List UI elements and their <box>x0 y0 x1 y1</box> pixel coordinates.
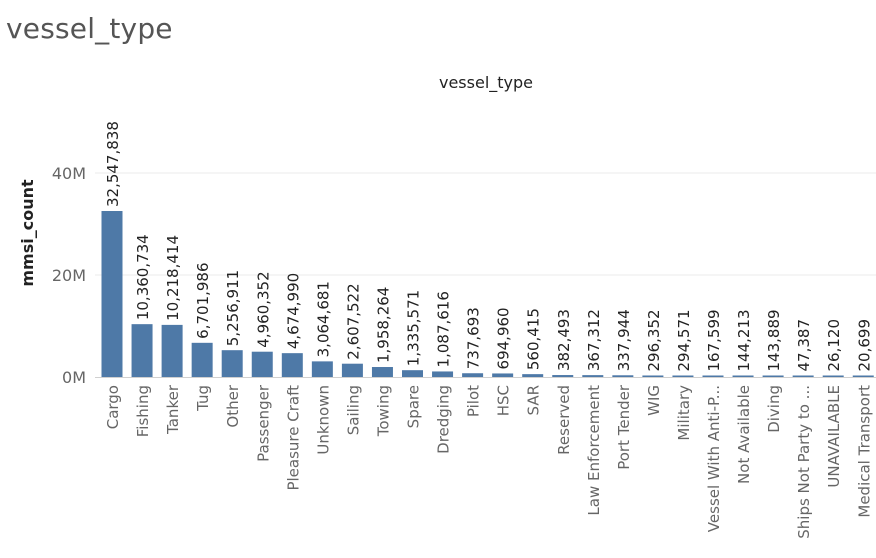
data-label: 1,335,571 <box>405 290 423 366</box>
bar <box>402 370 423 377</box>
category-label: Unknown <box>314 385 332 455</box>
category-label: SAR <box>525 385 543 415</box>
category-label: Port Tender <box>615 384 633 470</box>
bar <box>191 342 213 377</box>
bars <box>101 211 874 377</box>
data-label: 1,958,264 <box>374 287 392 363</box>
data-label: 367,312 <box>585 309 603 371</box>
data-label: 4,674,990 <box>284 273 302 349</box>
category-label: Cargo <box>104 385 122 429</box>
bar <box>702 375 724 377</box>
data-label: 560,415 <box>525 308 543 370</box>
data-label: 144,213 <box>735 309 753 371</box>
data-label: 4,960,352 <box>254 271 272 347</box>
data-label: 10,360,734 <box>134 234 152 320</box>
bar <box>792 375 814 377</box>
data-label: 296,352 <box>645 309 663 371</box>
bar <box>762 375 784 377</box>
category-label: Pilot <box>465 385 483 417</box>
y-tick-label: 20M <box>52 266 86 285</box>
bar <box>612 375 634 377</box>
y-axis-title: mmsi_count <box>18 179 37 287</box>
category-label: Military <box>675 385 693 441</box>
category-label: Reserved <box>555 385 573 455</box>
bar <box>732 375 754 377</box>
x-axis: Cargo Fishing Tanker Tug Other Passenger Pleas… <box>104 384 873 539</box>
category-label: Not Available <box>735 385 753 484</box>
category-label: Tanker <box>164 384 182 435</box>
bar <box>852 375 874 377</box>
category-label: Tug <box>194 385 212 412</box>
bar <box>432 371 454 377</box>
category-label: Passenger <box>254 384 272 462</box>
category-label: Fishing <box>134 385 152 437</box>
data-label: 337,944 <box>615 309 633 371</box>
bar <box>552 375 574 377</box>
category-label: Spare <box>405 385 423 428</box>
data-label: 6,701,986 <box>194 262 212 338</box>
bar <box>281 353 303 377</box>
bar <box>672 375 694 377</box>
y-tick-label: 40M <box>52 164 86 183</box>
gridlines <box>95 172 876 276</box>
data-label: 1,087,616 <box>435 291 453 367</box>
category-label: Diving <box>765 385 783 433</box>
category-label: Vessel With Anti-P... <box>705 385 723 532</box>
bar <box>371 367 393 377</box>
category-label: Medical Transport <box>855 385 873 518</box>
bar <box>251 351 273 377</box>
chart-title: vessel_type <box>439 73 533 93</box>
category-label: Dredging <box>435 385 453 454</box>
data-label: 20,699 <box>855 319 873 372</box>
bar <box>462 373 484 377</box>
category-label: Pleasure Craft <box>284 385 302 491</box>
data-label: 167,599 <box>705 309 723 371</box>
category-label: Ships Not Party to ... <box>795 385 813 539</box>
y-axis: 0M 20M 40M <box>52 164 86 387</box>
bar <box>492 373 514 377</box>
bar <box>221 350 243 377</box>
bar <box>161 324 183 377</box>
category-label: WIG <box>645 385 663 416</box>
data-label: 47,387 <box>795 319 813 372</box>
bar <box>582 375 604 377</box>
data-label: 694,960 <box>495 307 513 369</box>
category-label: Towing <box>374 385 392 437</box>
bar <box>341 363 363 377</box>
bar <box>642 375 664 377</box>
category-label: Law Enforcement <box>585 385 603 516</box>
bar <box>822 375 844 377</box>
data-label: 26,120 <box>825 319 843 372</box>
y-tick-label: 0M <box>62 368 86 387</box>
bar <box>522 374 544 377</box>
data-label: 382,493 <box>555 309 573 371</box>
data-label: 10,218,414 <box>164 235 182 321</box>
data-labels: 32,547,838 10,360,734 10,218,414 6,701,986 5… <box>104 121 873 371</box>
data-label: 3,064,681 <box>314 281 332 357</box>
category-label: HSC <box>495 385 513 416</box>
bar <box>101 211 123 377</box>
category-label: Other <box>224 384 242 427</box>
data-label: 737,693 <box>465 307 483 369</box>
bar <box>311 361 333 377</box>
bar <box>131 324 153 377</box>
data-label: 143,889 <box>765 309 783 371</box>
page-title: vessel_type <box>6 12 173 45</box>
data-label: 5,256,911 <box>224 270 242 346</box>
category-label: UNAVAILABLE <box>825 385 843 488</box>
data-label: 294,571 <box>675 309 693 371</box>
category-label: Sailing <box>344 385 362 435</box>
data-label: 2,607,522 <box>344 283 362 359</box>
data-label: 32,547,838 <box>104 121 122 207</box>
